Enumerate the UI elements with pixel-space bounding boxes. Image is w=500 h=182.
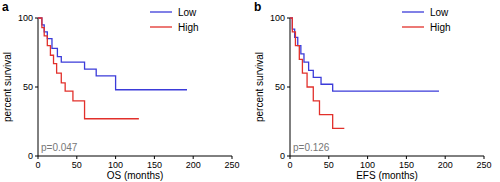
x-tick-label: 250: [476, 160, 491, 170]
y-tick-label: 100: [270, 13, 285, 23]
annotation: p=0.047: [41, 142, 78, 153]
x-axis: [38, 156, 232, 157]
x-tick: [406, 156, 407, 159]
legend-label: Low: [430, 7, 449, 18]
x-tick: [290, 156, 291, 159]
y-tick: [287, 18, 290, 19]
survival-curve: [38, 18, 139, 119]
y-tick: [287, 87, 290, 88]
x-tick: [445, 156, 446, 159]
legend-label: High: [430, 22, 451, 33]
x-tick-label: 200: [438, 160, 453, 170]
y-axis-label: percent survival: [2, 52, 13, 122]
x-tick-label: 50: [324, 160, 334, 170]
x-tick: [367, 156, 368, 159]
x-tick: [76, 156, 77, 159]
x-tick-label: 150: [399, 160, 414, 170]
x-tick: [154, 156, 155, 159]
x-tick: [115, 156, 116, 159]
legend-swatch: [150, 26, 172, 27]
legend-swatch: [402, 26, 424, 27]
survival-curve: [38, 18, 187, 90]
x-tick: [328, 156, 329, 159]
x-axis-label: EFS (months): [356, 170, 418, 181]
legend-label: Low: [178, 7, 197, 18]
x-tick-label: 200: [186, 160, 201, 170]
x-tick: [38, 156, 39, 159]
figure: a 0 50 100 0 50 100 150 200 250 OS (months) percent…: [0, 0, 500, 182]
y-tick-label: 0: [28, 151, 33, 161]
x-tick-label: 250: [224, 160, 239, 170]
annotation: p=0.126: [293, 142, 330, 153]
legend: Low High: [150, 7, 199, 33]
x-tick: [232, 156, 233, 159]
y-tick-label: 50: [275, 82, 285, 92]
survival-curve: [290, 18, 439, 91]
y-tick-label: 100: [18, 13, 33, 23]
x-tick-label: 100: [360, 160, 375, 170]
legend-swatch: [402, 11, 424, 12]
panel-label: a: [2, 0, 9, 14]
legend: Low High: [402, 7, 451, 33]
panel-label: b: [254, 0, 261, 14]
x-tick-label: 50: [72, 160, 82, 170]
y-tick: [35, 18, 38, 19]
x-tick-label: 150: [147, 160, 162, 170]
x-tick-label: 100: [108, 160, 123, 170]
y-axis-label: percent survival: [254, 52, 265, 122]
x-tick: [484, 156, 485, 159]
x-tick-label: 0: [287, 160, 292, 170]
plot-area: [290, 18, 439, 128]
plot-area: [38, 18, 187, 119]
y-tick-label: 50: [23, 82, 33, 92]
x-tick-label: 0: [35, 160, 40, 170]
survival-curve: [290, 18, 344, 128]
legend-swatch: [150, 11, 172, 12]
panel: b 0 50 100 0 50 100 150 200 250 EFS (months) percen…: [254, 0, 492, 181]
y-tick-label: 0: [280, 151, 285, 161]
x-axis-label: OS (months): [107, 170, 164, 181]
panel: a 0 50 100 0 50 100 150 200 250 OS (months) percent…: [2, 0, 240, 181]
legend-label: High: [178, 22, 199, 33]
x-axis: [290, 156, 484, 157]
y-tick: [35, 87, 38, 88]
x-tick: [193, 156, 194, 159]
